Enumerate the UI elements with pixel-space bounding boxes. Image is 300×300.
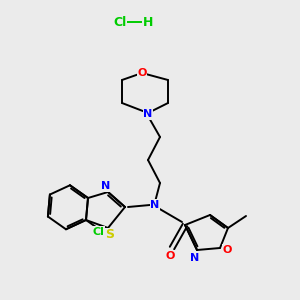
Text: O: O: [137, 68, 147, 78]
Text: Cl: Cl: [113, 16, 127, 28]
Text: N: N: [150, 200, 160, 210]
Text: N: N: [190, 253, 200, 263]
Text: Cl: Cl: [92, 226, 104, 236]
Text: N: N: [101, 181, 111, 191]
Text: S: S: [106, 229, 115, 242]
Text: O: O: [165, 251, 175, 261]
Text: N: N: [143, 109, 153, 119]
Text: H: H: [143, 16, 153, 28]
Text: O: O: [222, 245, 232, 255]
